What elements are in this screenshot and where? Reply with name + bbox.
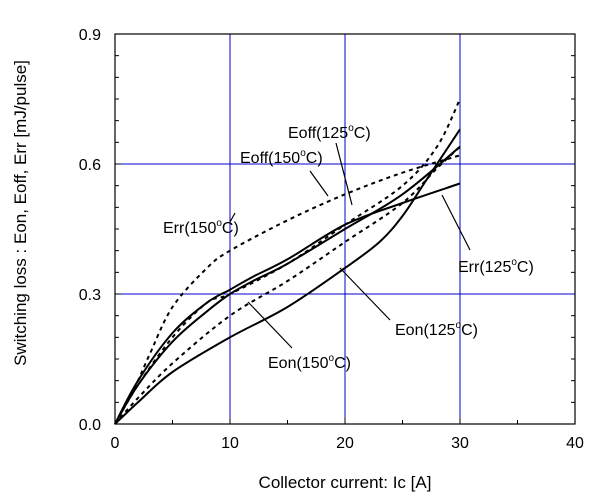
- x-axis-title: Collector current: Ic [A]: [259, 473, 432, 492]
- y-tick-label-0: 0.0: [79, 417, 101, 434]
- leader-line-5: [247, 301, 293, 349]
- x-tick-label-2: 20: [336, 435, 354, 452]
- annotation-label-1: Eoff(150oC): [240, 148, 323, 167]
- y-tick-label-1: 0.3: [79, 287, 101, 304]
- x-tick-label-0: 0: [111, 435, 120, 452]
- grid-lines: [115, 34, 575, 424]
- series-line-2: [114, 145, 461, 425]
- y-axis-title: Switching loss : Eon, Eoff, Err [mJ/puls…: [11, 60, 30, 366]
- y-tick-label-2: 0.6: [79, 157, 101, 174]
- annotation-label-4: Eon(125oC): [395, 320, 478, 339]
- annotation-label-0: Eoff(125oC): [288, 123, 371, 142]
- annotation-label-3: Err(125oC): [458, 257, 534, 276]
- series-line-0: [114, 128, 461, 425]
- leader-line-1: [309, 170, 329, 197]
- x-tick-label-4: 40: [566, 435, 584, 452]
- y-tick-label-3: 0.9: [79, 27, 101, 44]
- leader-line-4: [339, 267, 391, 321]
- annotation-leader-lines: [229, 142, 471, 349]
- annotation-label-5: Eon(150oC): [268, 353, 351, 372]
- series-annotations: Eoff(125oC) Eoff(150oC) Err(150oC) Err(125o…: [163, 123, 534, 372]
- series-line-1: [114, 145, 461, 425]
- leader-line-2: [229, 212, 236, 223]
- annotation-label-2: Err(150oC): [163, 218, 239, 237]
- leader-line-0: [335, 142, 353, 206]
- series-line-5: [114, 154, 461, 425]
- leader-line-3: [441, 194, 471, 251]
- series-line-4: [114, 182, 461, 425]
- x-tick-label-1: 10: [221, 435, 239, 452]
- x-tick-label-3: 30: [451, 435, 469, 452]
- axis-ticks: 0 10 20 30 40 0.0 0.3 0.6 0.9: [79, 27, 584, 452]
- data-series: [114, 98, 461, 425]
